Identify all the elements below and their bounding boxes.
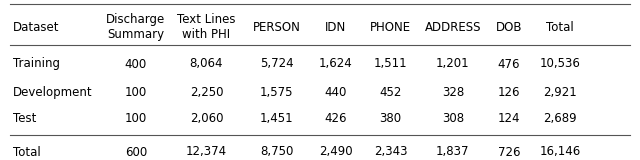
Text: 16,146: 16,146 [540,145,580,159]
Text: PHONE: PHONE [370,21,411,34]
Text: 2,490: 2,490 [319,145,353,159]
Text: 5,724: 5,724 [260,57,294,71]
Text: 328: 328 [442,86,464,99]
Text: Dataset: Dataset [13,21,60,34]
Text: 2,343: 2,343 [374,145,407,159]
Text: 1,451: 1,451 [260,112,294,125]
Text: 124: 124 [497,112,520,125]
Text: 308: 308 [442,112,464,125]
Text: 2,250: 2,250 [189,86,223,99]
Text: 476: 476 [497,57,520,71]
Text: 452: 452 [380,86,401,99]
Text: Total: Total [546,21,574,34]
Text: Discharge
Summary: Discharge Summary [106,13,166,41]
Text: DOB: DOB [495,21,522,34]
Text: PERSON: PERSON [253,21,301,34]
Text: 12,374: 12,374 [186,145,227,159]
Text: 600: 600 [125,145,147,159]
Text: 10,536: 10,536 [540,57,580,71]
Text: 1,511: 1,511 [374,57,407,71]
Text: 380: 380 [380,112,401,125]
Text: Development: Development [13,86,92,99]
Text: 8,750: 8,750 [260,145,294,159]
Text: 2,921: 2,921 [543,86,577,99]
Text: 426: 426 [324,112,348,125]
Text: 100: 100 [125,86,147,99]
Text: 1,624: 1,624 [319,57,353,71]
Text: ADDRESS: ADDRESS [424,21,481,34]
Text: Test: Test [13,112,36,125]
Text: 400: 400 [125,57,147,71]
Text: 126: 126 [497,86,520,99]
Text: 100: 100 [125,112,147,125]
Text: 2,689: 2,689 [543,112,577,125]
Text: 1,201: 1,201 [436,57,470,71]
Text: 2,060: 2,060 [189,112,223,125]
Text: 440: 440 [325,86,347,99]
Text: 1,575: 1,575 [260,86,294,99]
Text: Text Lines
with PHI: Text Lines with PHI [177,13,236,41]
Text: 8,064: 8,064 [189,57,223,71]
Text: Total: Total [13,145,40,159]
Text: IDN: IDN [325,21,347,34]
Text: Training: Training [13,57,60,71]
Text: 726: 726 [497,145,520,159]
Text: 1,837: 1,837 [436,145,470,159]
